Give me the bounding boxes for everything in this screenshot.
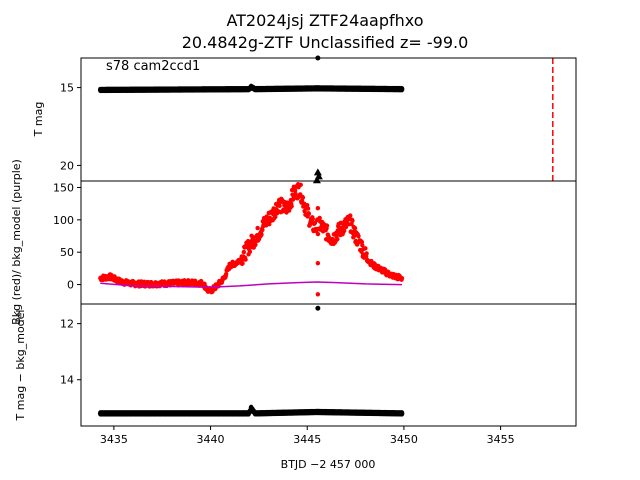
xtick-label: 3440 — [197, 433, 225, 446]
xtick-label: 3455 — [487, 433, 515, 446]
bkg-point — [359, 239, 365, 245]
mid-ytick-label: 50 — [60, 246, 74, 259]
xtick-label: 3450 — [390, 433, 418, 446]
bkg-point — [277, 203, 282, 209]
panel-bottom-ylabel: T mag − bkg_model — [14, 310, 27, 422]
tmag-point — [399, 85, 405, 93]
tmag-minus-model-point — [399, 410, 405, 417]
bkg-point — [273, 214, 278, 220]
bkg-point — [315, 231, 321, 237]
bkg-point — [335, 236, 340, 242]
bkg-point — [305, 206, 311, 211]
bkg-point — [317, 215, 322, 221]
bkg-point — [324, 223, 330, 228]
mid-ytick-label: 150 — [53, 181, 74, 194]
bkg-point — [300, 195, 306, 200]
bot-ytick-label: 12 — [60, 318, 74, 331]
bkg-point — [260, 227, 265, 233]
mid-ytick-label: 0 — [67, 279, 74, 292]
chart-title-line2: 20.4842g-ZTF Unclassified z= -99.0 — [182, 33, 469, 52]
bkg-point — [240, 261, 245, 266]
bkg-point — [348, 213, 353, 218]
bkg-point — [306, 211, 312, 216]
bkg-model-line — [100, 281, 403, 288]
panel-top-ylabel: T mag — [32, 102, 45, 138]
panel-middle-ylabel: Bkg (red)/ bkg_model (purple) — [10, 159, 23, 325]
bkg-point — [363, 246, 368, 251]
top-ytick-label: 20 — [60, 159, 74, 172]
bkg-outlier-point — [315, 205, 321, 211]
bkg-point — [255, 225, 260, 231]
xtick-label: 3435 — [100, 433, 128, 446]
bkg-point — [351, 233, 357, 239]
bkg-outlier-point — [315, 261, 321, 266]
bkg-point — [292, 188, 298, 193]
panel-top-frame — [80, 57, 577, 182]
top-ytick-label: 15 — [60, 82, 74, 95]
bkg-point — [302, 208, 307, 214]
bkg-point — [356, 233, 361, 239]
xtick-label: 3445 — [293, 433, 321, 446]
mid-ytick-label: 100 — [53, 214, 74, 227]
bkg-point — [259, 232, 264, 237]
panel-middle-ylabel-text: Bkg (red)/ bkg_model (purple) — [10, 159, 23, 325]
bkg-outlier-point — [315, 292, 321, 297]
bkg-point — [243, 257, 248, 262]
panel-middle: 0 50 100 150 Bkg (red)/ bkg_model (purple) — [10, 159, 577, 325]
bkg-point — [352, 225, 358, 231]
bkg-point — [364, 251, 369, 256]
bkg-point — [304, 202, 310, 208]
tmag-upper-limit-triangle — [313, 168, 322, 176]
sector-annotation: s78 cam2ccd1 — [106, 59, 200, 74]
bkg-point — [298, 182, 303, 188]
x-axis-label: BTJD −2 457 000 — [281, 458, 376, 471]
panel-bottom: 12 14 3435 3440 3445 3450 3455 T mag − bkg_mo… — [14, 303, 577, 471]
bkg-point — [253, 242, 258, 247]
bkg-point — [241, 249, 247, 255]
chart-title-line1: AT2024jsj ZTF24aapfhxo — [226, 11, 423, 30]
panel-bottom-frame — [80, 303, 577, 427]
bkg-point — [223, 271, 229, 277]
bkg-point — [289, 203, 294, 209]
bkg-point — [350, 218, 355, 223]
bot-ytick-label: 14 — [60, 374, 74, 387]
bkg-point — [360, 243, 365, 248]
panel-top: s78 cam2ccd1 15 20 T mag — [32, 55, 577, 184]
bkg-point — [399, 275, 405, 281]
tmag-minus-model-outlier-point — [315, 305, 321, 311]
bkg-point — [342, 228, 347, 234]
bkg-point — [310, 216, 315, 222]
bkg-point — [247, 249, 253, 254]
